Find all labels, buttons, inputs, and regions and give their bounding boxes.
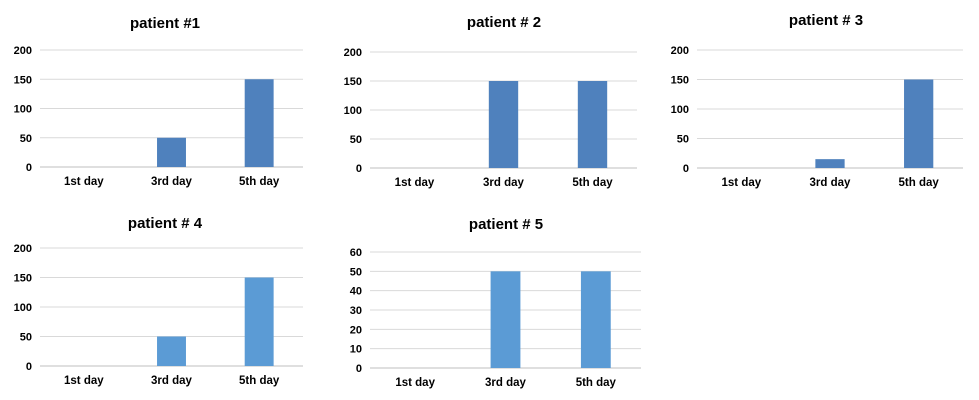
y-tick-label: 0: [356, 163, 362, 175]
y-tick-label: 150: [14, 273, 32, 285]
x-category-label: 1st day: [722, 177, 762, 189]
x-category-label: 5th day: [576, 377, 617, 389]
y-tick-label: 50: [20, 332, 32, 344]
y-tick-label: 60: [350, 247, 362, 259]
y-tick-label: 150: [14, 74, 32, 86]
y-tick-label: 150: [344, 76, 362, 88]
chart-panel-3: patient # 3 0 50 100 150 200 1st day 3rd day 5th…: [671, 12, 963, 189]
y-tick-label: 30: [350, 305, 362, 317]
y-tick-label: 200: [671, 45, 689, 57]
y-tick-label: 0: [356, 363, 362, 375]
y-tick-label: 100: [14, 302, 32, 314]
x-category-label: 5th day: [572, 177, 613, 189]
bar-5th-day: [904, 79, 934, 168]
y-tick-label: 20: [350, 324, 362, 336]
x-category-label: 1st day: [395, 177, 435, 189]
x-category-label: 1st day: [64, 176, 104, 188]
chart-title: patient # 3: [789, 12, 863, 29]
x-category-label: 3rd day: [810, 177, 852, 189]
x-category-label: 3rd day: [485, 377, 527, 389]
chart-title: patient #1: [130, 15, 200, 32]
chart-title: patient # 4: [128, 215, 203, 232]
y-tick-label: 50: [350, 134, 362, 146]
x-category-label: 3rd day: [151, 375, 193, 387]
bar-5th-day: [244, 79, 274, 167]
chart-title: patient # 2: [467, 14, 541, 31]
y-tick-label: 100: [344, 105, 362, 117]
y-tick-label: 100: [671, 104, 689, 116]
y-tick-label: 100: [14, 104, 32, 116]
x-category-label: 3rd day: [151, 176, 193, 188]
y-tick-label: 150: [671, 75, 689, 87]
y-tick-label: 10: [350, 344, 362, 356]
y-tick-label: 0: [26, 162, 32, 174]
y-tick-label: 50: [677, 134, 689, 146]
bar-3rd-day: [490, 271, 521, 368]
bar-5th-day: [244, 277, 274, 366]
y-tick-label: 200: [344, 47, 362, 59]
y-tick-label: 0: [26, 361, 32, 373]
chart-panel-4: patient # 4 0 50 100 150 200 1st day 3rd day 5th…: [14, 215, 303, 387]
x-category-label: 1st day: [395, 377, 435, 389]
y-tick-label: 200: [14, 243, 32, 255]
y-tick-label: 50: [20, 133, 32, 145]
bar-3rd-day: [157, 336, 186, 366]
bar-3rd-day: [815, 159, 845, 168]
y-tick-label: 50: [350, 266, 362, 278]
bar-3rd-day: [157, 137, 186, 167]
chart-title: patient # 5: [469, 216, 543, 233]
x-category-label: 3rd day: [483, 177, 525, 189]
x-category-label: 1st day: [64, 375, 104, 387]
y-tick-label: 0: [683, 163, 689, 175]
bar-3rd-day: [488, 81, 519, 168]
x-category-label: 5th day: [239, 176, 280, 188]
x-category-label: 5th day: [239, 375, 280, 387]
bar-5th-day: [577, 81, 608, 168]
bar-5th-day: [580, 271, 611, 368]
chart-panel-2: patient # 2 0 50 100 150 200 1st day 3rd day 5th…: [344, 14, 637, 189]
y-tick-label: 200: [14, 45, 32, 57]
chart-panel-5: patient # 5 0 10 20 30 40 50 60 1st day 3rd day 5t…: [350, 216, 641, 389]
y-tick-label: 40: [350, 286, 362, 298]
chart-panel-1: patient #1 0 50 100 150 200 1st day 3rd day 5th …: [14, 15, 303, 188]
x-category-label: 5th day: [899, 177, 940, 189]
